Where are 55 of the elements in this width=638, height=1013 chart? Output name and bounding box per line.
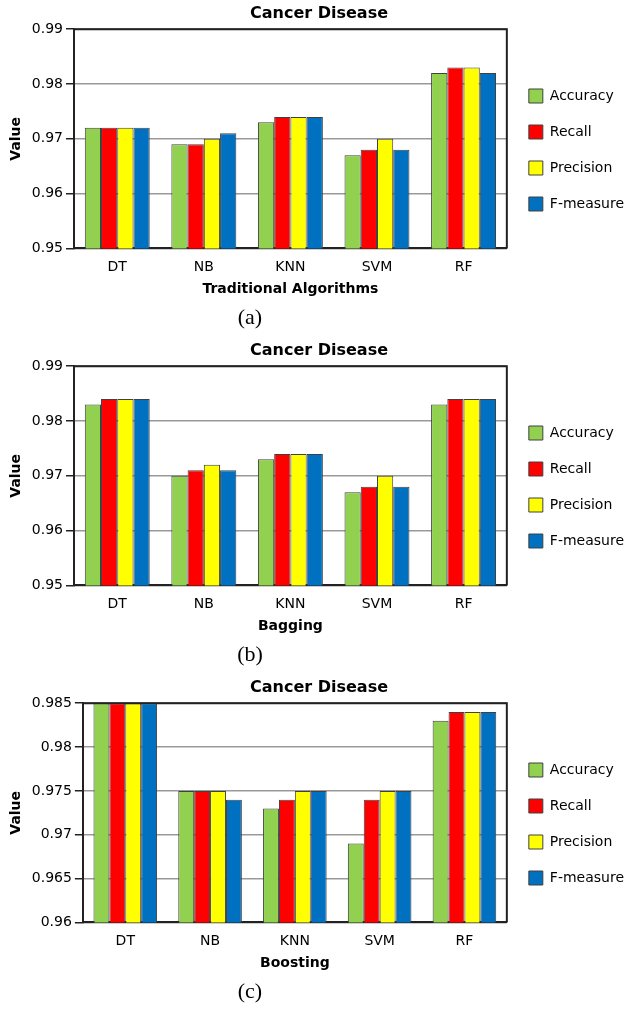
- legend-label: Precision: [549, 832, 613, 849]
- y-tick-label: 0.95: [31, 576, 63, 593]
- legend-label: F-measure: [549, 531, 625, 548]
- x-tick-label: DT: [107, 258, 128, 275]
- x-tick-label: RF: [455, 932, 474, 949]
- x-tick-label: KNN: [275, 258, 306, 275]
- legend-label: F-measure: [549, 868, 625, 885]
- y-tick-label: 0.96: [31, 184, 64, 201]
- chart-title: Cancer Disease: [249, 2, 389, 22]
- x-tick-label: SVM: [361, 258, 393, 275]
- legend-label: Precision: [549, 158, 613, 175]
- y-axis-title: Value: [7, 790, 24, 835]
- x-tick-label: NB: [200, 932, 221, 949]
- text: (a): [236, 303, 264, 331]
- legend-label: Recall: [549, 122, 592, 139]
- y-tick-label: 0.97: [40, 825, 72, 842]
- x-axis-title: Boosting: [259, 954, 330, 971]
- y-tick-label: 0.96: [31, 521, 64, 538]
- y-tick-label: 0.985: [31, 693, 72, 710]
- legend-label: Recall: [549, 459, 592, 476]
- x-tick-label: DT: [115, 932, 136, 949]
- y-tick-label: 0.97: [31, 129, 63, 146]
- legend-label: Recall: [549, 796, 592, 813]
- x-tick-label: KNN: [279, 932, 310, 949]
- x-tick-label: SVM: [364, 932, 395, 949]
- legend-label: Accuracy: [549, 423, 614, 440]
- legend-label: Precision: [549, 495, 613, 512]
- text: (c): [236, 977, 264, 1005]
- text: (b): [236, 640, 264, 668]
- x-tick-label: NB: [193, 595, 214, 612]
- x-tick-label: RF: [454, 595, 473, 612]
- x-axis-title: Bagging: [257, 617, 323, 634]
- y-tick-label: 0.97: [31, 466, 63, 483]
- x-tick-label: NB: [193, 258, 214, 275]
- x-tick-label: RF: [454, 258, 473, 275]
- y-tick-label: 0.98: [40, 737, 72, 754]
- chart-title: Cancer Disease: [249, 676, 389, 696]
- x-tick-label: SVM: [361, 595, 393, 612]
- chart-title: Cancer Disease: [249, 339, 389, 359]
- y-axis-title: Value: [7, 116, 24, 161]
- legend-label: Accuracy: [549, 760, 614, 777]
- y-tick-label: 0.99: [31, 19, 63, 36]
- x-axis-title: Traditional Algorithms: [202, 280, 379, 297]
- legend-label: Accuracy: [549, 86, 614, 103]
- y-tick-label: 0.95: [31, 239, 63, 256]
- y-tick-label: 0.975: [31, 781, 72, 798]
- y-tick-label: 0.965: [31, 869, 72, 886]
- y-tick-label: 0.96: [40, 913, 72, 930]
- y-axis-title: Value: [7, 453, 24, 498]
- y-tick-label: 0.98: [31, 74, 63, 91]
- x-tick-label: KNN: [275, 595, 306, 612]
- y-tick-label: 0.99: [31, 356, 63, 373]
- x-tick-label: DT: [107, 595, 128, 612]
- legend-label: F-measure: [549, 194, 625, 211]
- y-tick-label: 0.98: [31, 411, 63, 428]
